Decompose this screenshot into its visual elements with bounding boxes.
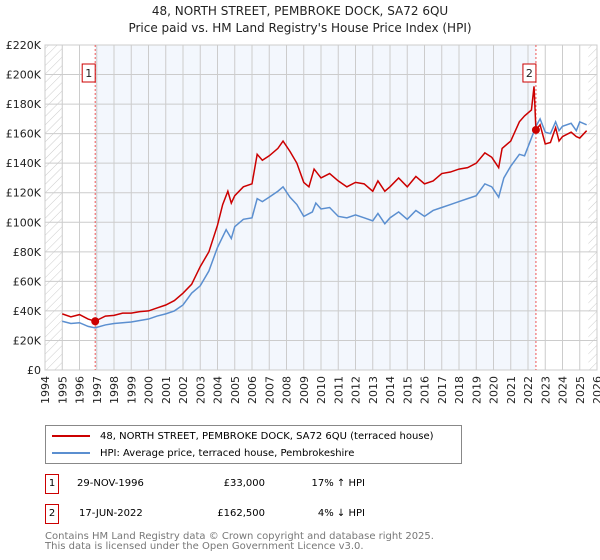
x-tick-label: 2009 [298,376,311,404]
shaded-ownership-period [95,45,536,370]
hatch-no-data-right [588,45,597,370]
footer-copyright: Contains HM Land Registry data © Crown c… [45,531,434,542]
transaction-marker: 2 [45,504,59,524]
x-tick-label: 1997 [91,376,104,404]
chart-title: 48, NORTH STREET, PEMBROKE DOCK, SA72 6Q… [151,4,449,18]
x-tick-label: 2025 [574,376,587,404]
footer-licence: This data is licensed under the Open Gov… [45,541,364,552]
x-tick-label: 2010 [315,376,328,404]
y-tick-label: £80K [13,246,42,259]
y-tick-label: £120K [6,187,42,200]
x-tick-label: 2014 [384,376,397,404]
x-tick-label: 1998 [108,376,121,404]
y-tick-label: £220K [6,39,42,52]
x-tick-label: 2004 [212,376,225,404]
transaction-row: 2 17-JUN-2022 £162,500 4% ↓ HPI [45,504,465,524]
x-tick-label: 2017 [436,376,449,404]
legend-item-property: 48, NORTH STREET, PEMBROKE DOCK, SA72 6Q… [52,429,434,443]
y-tick-label: £20K [13,334,42,347]
transaction-hpi: 4% ↓ HPI [317,508,365,519]
y-tick-label: £180K [6,98,42,111]
chart-subtitle: Price paid vs. HM Land Registry's House … [128,21,472,35]
x-tick-label: 2018 [453,376,466,404]
x-tick-label: 2006 [246,376,259,404]
series-line [62,117,587,329]
legend-label: 48, NORTH STREET, PEMBROKE DOCK, SA72 6Q… [100,430,434,442]
transaction-row: 1 29-NOV-1996 £33,000 17% ↑ HPI [45,474,465,494]
legend-label: HPI: Average price, terraced house, Pemb… [100,447,355,459]
x-tick-label: 2020 [488,376,501,404]
y-tick-label: £160K [6,128,42,141]
sale-label-box [81,63,96,83]
transaction-marker: 1 [45,474,59,494]
x-tick-label: 1999 [125,376,138,404]
sale-point [91,317,100,326]
y-tick-label: £0 [27,364,41,377]
x-tick-label: 2021 [505,376,518,404]
transaction-date: 17-JUN-2022 [79,508,143,519]
hatch-no-data-left [45,45,63,370]
x-tick-label: 2008 [281,376,294,404]
x-tick-label: 2015 [401,376,414,404]
legend-swatch-red [52,435,90,437]
transaction-price: £162,500 [217,508,265,519]
x-tick-label: 2026 [591,376,600,404]
x-tick-label: 2019 [470,376,483,404]
x-tick-label: 2003 [194,376,207,404]
x-tick-label: 2007 [263,376,276,404]
x-tick-label: 2005 [229,376,242,404]
sale-label: 2 [526,67,533,80]
x-tick-label: 2012 [350,376,363,404]
x-tick-label: 2002 [177,376,190,404]
sale-point [531,125,540,134]
x-tick-label: 2016 [419,376,432,404]
x-tick-label: 1994 [39,376,52,404]
x-tick-label: 2023 [539,376,552,404]
x-tick-label: 2000 [143,376,156,404]
x-tick-label: 2001 [160,376,173,404]
legend-item-hpi: HPI: Average price, terraced house, Pemb… [52,446,354,460]
x-tick-label: 2011 [332,376,345,404]
chart-plot: 1994 1995 1996 1997 1998 1999 2000 2001 2002 2003… [6,39,600,404]
x-tick-label: 1995 [56,376,69,404]
transaction-price: £33,000 [223,478,265,489]
y-tick-label: £60K [13,275,42,288]
y-tick-label: £140K [6,157,42,170]
x-tick-label: 2022 [522,376,535,404]
x-tick-label: 2013 [367,376,380,404]
y-tick-label: £40K [13,305,42,318]
y-tick-label: £100K [6,216,42,229]
legend: 48, NORTH STREET, PEMBROKE DOCK, SA72 6Q… [45,425,462,464]
series-line [62,86,588,323]
transaction-date: 29-NOV-1996 [77,478,144,489]
legend-swatch-blue [52,452,90,454]
transaction-hpi: 17% ↑ HPI [311,478,365,489]
x-tick-label: 2024 [557,376,570,404]
y-tick-label: £200K [6,69,42,82]
sale-label-box [522,63,537,83]
x-tick-label: 1996 [74,376,87,404]
sale-label: 1 [85,67,92,80]
